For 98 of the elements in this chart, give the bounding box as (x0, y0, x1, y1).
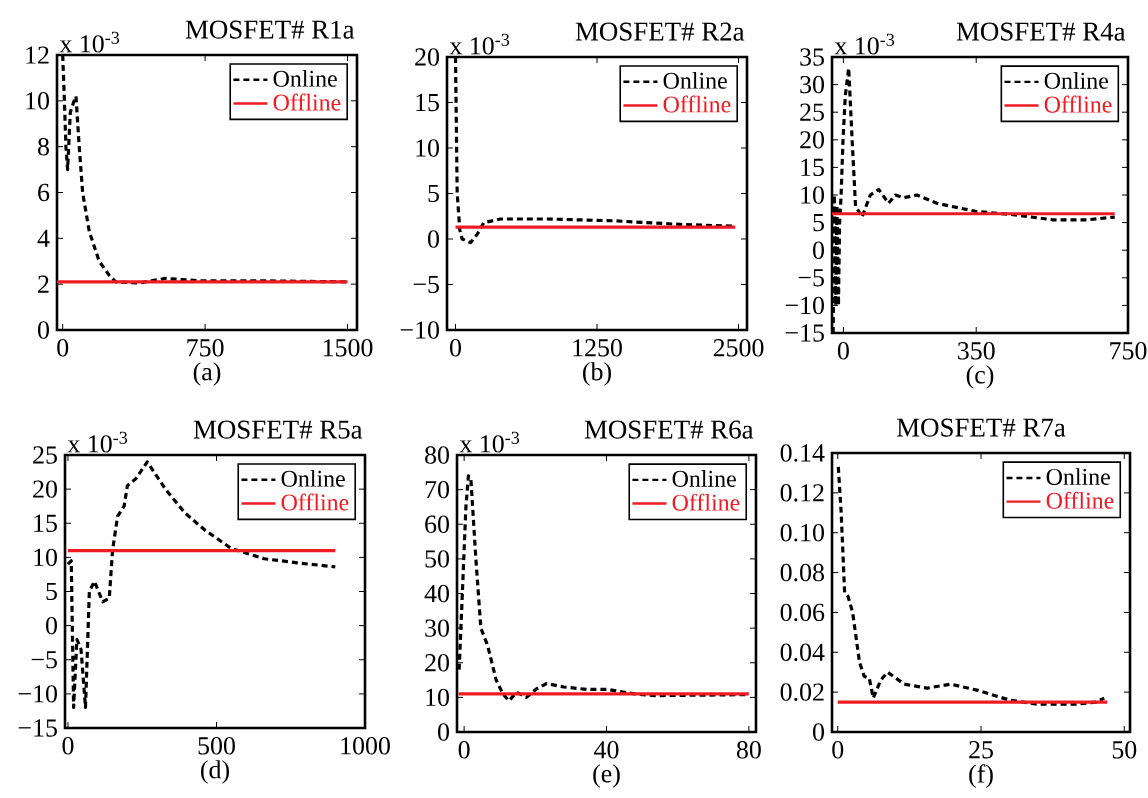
chart-title: MOSFET# R6a (584, 420, 754, 439)
chart-title: MOSFET# R7a (896, 418, 1066, 437)
x-axis-title: (c) (966, 365, 994, 389)
y-tick-label: 0 (428, 230, 439, 248)
x-tick-label: 500 (198, 737, 235, 755)
y-tick-label: 35 (800, 48, 824, 66)
y-tick-label: 0 (438, 723, 449, 741)
y-tick-label: −5 (798, 269, 824, 287)
y-tick-label: −5 (31, 651, 57, 669)
x-tick-label: 1500 (323, 339, 373, 357)
chart-title: MOSFET# R2a (575, 22, 745, 41)
y-tick-label: 5 (428, 184, 439, 203)
y-tick-label: 10 (34, 548, 57, 567)
y-tick-label: 5 (46, 582, 57, 601)
y-tick-label: 5 (813, 213, 824, 232)
y-tick-label: 8 (38, 137, 49, 156)
y-tick-label: 0 (46, 616, 57, 635)
legend-label: Online (1046, 468, 1110, 485)
legend-label: Offline (672, 493, 740, 511)
y-tick-label: 0.12 (780, 484, 824, 502)
y-tick-label: 0.02 (780, 683, 824, 701)
text: x 10$^{-3}$ (59, 31, 120, 53)
y-tick-label: 0.06 (780, 603, 825, 622)
y-tick-label: 25 (33, 446, 57, 464)
y-tick-label: 10 (801, 186, 824, 204)
text: x 10$^{-3}$ (834, 33, 895, 55)
legend-label: Offline (1044, 95, 1112, 113)
x-axis-title: (e) (593, 764, 620, 788)
y-tick-label: 20 (425, 654, 449, 672)
x-axis-title: (d) (201, 760, 229, 784)
text: x 10$^{-3}$ (459, 431, 520, 453)
y-tick-label: 15 (34, 514, 57, 532)
x-tick-label: 2500 (713, 339, 764, 357)
text: x 10$^{-3}$ (449, 33, 510, 55)
legend-label: Online (663, 71, 727, 89)
y-tick-label: 0.08 (780, 563, 824, 582)
y-tick-label: 20 (800, 131, 824, 149)
x-tick-label: 0 (450, 339, 461, 357)
x-axis-title: (f) (969, 764, 993, 788)
x-tick-label: 80 (736, 741, 761, 759)
y-tick-label: 0 (813, 723, 824, 741)
x-tick-label: 350 (958, 342, 995, 360)
y-tick-label: 30 (800, 75, 824, 94)
y-tick-label: 15 (801, 158, 824, 177)
x-tick-label: 25 (969, 741, 993, 759)
x-tick-label: 750 (1110, 342, 1147, 360)
y-tick-label: −10 (400, 321, 439, 339)
y-tick-label: 20 (415, 48, 439, 66)
y-tick-label: 0.04 (780, 643, 825, 662)
y-tick-label: 2 (38, 275, 49, 293)
x-tick-label: 1250 (573, 339, 622, 357)
chart-title: MOSFET# R5a (193, 420, 363, 439)
chart-title: MOSFET# R4a (956, 22, 1126, 41)
x-axis-title: (b) (583, 362, 611, 386)
y-tick-label: 12 (26, 46, 49, 64)
y-tick-label: 15 (416, 93, 439, 112)
legend-label: Online (1044, 72, 1108, 89)
y-tick-label: −5 (413, 275, 439, 294)
x-tick-label: 0 (458, 741, 470, 759)
legend-label: Online (281, 469, 345, 487)
legend-label: Online (273, 70, 337, 87)
legend-label: Offline (1046, 491, 1114, 509)
y-tick-label: 0.10 (780, 523, 824, 542)
y-tick-label: 80 (425, 446, 449, 464)
y-tick-label: 40 (424, 584, 449, 603)
y-tick-label: 0.14 (780, 444, 825, 462)
y-tick-label: 20 (33, 480, 57, 498)
y-tick-label: 0 (38, 321, 49, 339)
x-tick-label: 1000 (341, 737, 390, 755)
text: x 10$^{-3}$ (67, 431, 128, 453)
y-tick-label: 10 (26, 92, 49, 110)
y-tick-label: 25 (800, 103, 824, 121)
y-tick-label: 50 (425, 550, 449, 568)
x-tick-label: 0 (57, 339, 69, 357)
y-tick-label: −15 (785, 324, 824, 342)
y-tick-label: 0 (813, 241, 824, 259)
y-tick-label: 10 (416, 139, 439, 157)
x-tick-label: 40 (594, 741, 619, 759)
y-tick-label: 6 (38, 183, 50, 202)
x-tick-label: 750 (187, 339, 224, 357)
x-axis-title: (a) (193, 362, 221, 386)
y-tick-label: 30 (425, 619, 449, 637)
y-tick-label: −10 (785, 296, 824, 315)
x-tick-label: 0 (837, 342, 849, 360)
legend-label: Offline (663, 95, 731, 113)
legend-label: Offline (273, 93, 341, 111)
y-tick-label: −10 (18, 685, 57, 703)
y-tick-label: 10 (426, 688, 449, 707)
legend-label: Online (672, 470, 736, 487)
y-tick-label: 4 (37, 229, 50, 247)
x-tick-label: 50 (1112, 741, 1137, 759)
legend-label: Offline (281, 493, 349, 511)
y-tick-label: 70 (425, 480, 449, 499)
x-tick-label: 0 (832, 741, 844, 759)
x-tick-label: 0 (62, 737, 74, 755)
chart-title: MOSFET# R1a (185, 20, 355, 39)
y-tick-label: −15 (18, 719, 57, 737)
y-tick-label: 60 (425, 515, 449, 533)
